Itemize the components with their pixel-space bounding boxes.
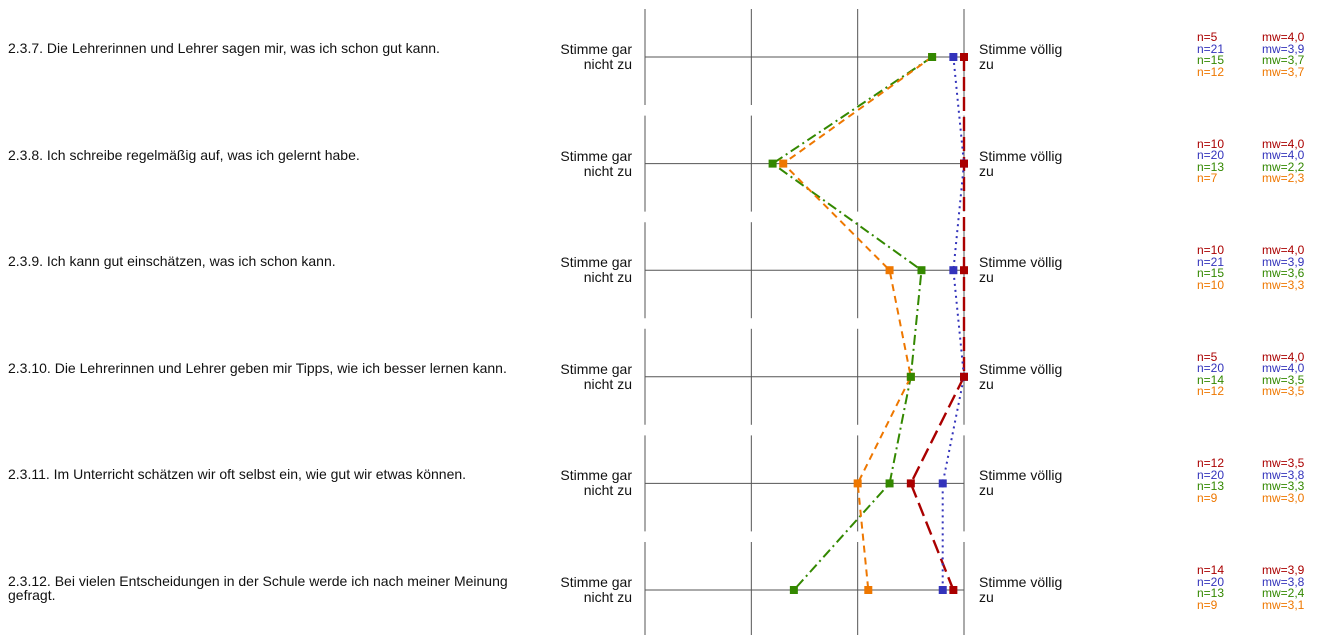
question-label: 2.3.12. Bei vielen Entscheidungen in der… [8, 573, 508, 603]
stat-count: n=10 [1197, 136, 1225, 151]
stat-count: n=15 [1197, 266, 1225, 281]
stat-mean: mw=2,4 [1262, 586, 1305, 600]
stat-count: n=5 [1197, 30, 1218, 44]
series-3-point-2 [885, 266, 894, 275]
series-1-point-2 [949, 266, 958, 275]
series-2-point-0 [928, 53, 937, 61]
stat-mean: mw=3,3 [1262, 277, 1305, 292]
stat-count: n=13 [1197, 159, 1225, 174]
series-2-point-1 [768, 159, 777, 168]
scale-label-right: Stimme völlig zu [979, 41, 1063, 72]
series-0-point-2 [960, 266, 968, 275]
series-1-point-0 [949, 53, 958, 61]
stat-count: n=10 [1197, 243, 1225, 258]
series-0-point-3 [960, 372, 968, 381]
stat-mean: mw=3,3 [1262, 479, 1305, 494]
series-2-point-3 [906, 372, 915, 381]
scale-label-right: Stimme völlig zu [979, 254, 1063, 286]
stat-mean: mw=3,9 [1262, 254, 1305, 269]
stat-count: n=12 [1197, 456, 1225, 471]
stat-mean: mw=3,0 [1262, 490, 1305, 505]
stat-count: n=12 [1197, 64, 1225, 79]
stat-mean: mw=4,0 [1262, 136, 1305, 151]
stat-count: n=21 [1197, 41, 1225, 56]
stat-mean: mw=3,9 [1262, 563, 1305, 577]
series-0-point-1 [960, 159, 968, 168]
stat-count: n=20 [1197, 574, 1225, 589]
stat-mean: mw=3,5 [1262, 372, 1305, 387]
scale-label-right: Stimme völlig zu [979, 467, 1063, 499]
series-3-point-5 [864, 586, 873, 594]
stat-count: n=14 [1197, 372, 1225, 387]
series-3-point-4 [853, 479, 862, 488]
series-1-point-5 [938, 586, 947, 594]
question-label: 2.3.7. Die Lehrerinnen und Lehrer sagen … [8, 40, 440, 56]
scale-label-left: Stimme gar nicht zu [560, 467, 632, 499]
stat-count: n=7 [1197, 171, 1218, 186]
stat-mean: mw=3,8 [1262, 467, 1305, 482]
stat-mean: mw=3,1 [1262, 597, 1305, 612]
series-0-point-4 [906, 479, 915, 488]
series-2-point-5 [789, 586, 798, 594]
series-0-point-0 [960, 53, 968, 61]
stat-mean: mw=4,0 [1262, 349, 1305, 364]
question-label: 2.3.10. Die Lehrerinnen und Lehrer geben… [8, 359, 507, 376]
stat-mean: mw=2,2 [1262, 159, 1305, 174]
stat-mean: mw=4,0 [1262, 361, 1305, 376]
stat-mean: mw=4,0 [1262, 243, 1305, 258]
stat-count: n=20 [1197, 148, 1225, 163]
stat-mean: mw=3,6 [1262, 266, 1305, 281]
series-2-point-4 [885, 479, 894, 488]
stat-mean: mw=3,7 [1262, 64, 1305, 79]
stat-count: n=9 [1197, 597, 1218, 612]
scale-label-left: Stimme gar nicht zu [560, 254, 632, 286]
stat-mean: mw=4,0 [1262, 148, 1305, 163]
series-line-3 [781, 56, 933, 591]
series-2-point-2 [917, 266, 926, 275]
stat-count: n=21 [1197, 254, 1225, 269]
scale-label-left: Stimme gar nicht zu [560, 574, 632, 605]
scale-label-left: Stimme gar nicht zu [560, 147, 632, 179]
question-label: 2.3.8. Ich schreibe regelmäßig auf, was … [8, 146, 360, 163]
stat-count: n=5 [1197, 349, 1218, 364]
scale-label-right: Stimme völlig zu [979, 147, 1063, 179]
series-line-1 [941, 56, 966, 590]
stat-mean: mw=3,7 [1262, 53, 1305, 67]
stat-count: n=13 [1197, 586, 1225, 600]
series-3-point-1 [779, 159, 788, 168]
series-0-point-5 [949, 586, 958, 594]
stat-count: n=20 [1197, 467, 1225, 482]
series-line-0 [909, 57, 966, 591]
stat-count: n=14 [1197, 563, 1225, 577]
scale-label-right: Stimme völlig zu [979, 574, 1063, 605]
stat-count: n=20 [1197, 361, 1225, 376]
scale-label-right: Stimme völlig zu [979, 360, 1063, 392]
question-label: 2.3.11. Im Unterricht schätzen wir oft s… [8, 466, 467, 483]
stat-mean: mw=3,9 [1262, 41, 1305, 56]
stat-mean: mw=4,0 [1262, 30, 1305, 44]
stat-mean: mw=3,8 [1262, 574, 1305, 589]
scale-label-left: Stimme gar nicht zu [560, 41, 632, 72]
scale-label-left: Stimme gar nicht zu [560, 360, 632, 392]
question-label: 2.3.9. Ich kann gut einschätzen, was ich… [8, 253, 336, 270]
stat-count: n=9 [1197, 490, 1218, 505]
stat-count: n=15 [1197, 53, 1225, 67]
stat-count: n=13 [1197, 479, 1225, 494]
stat-count: n=10 [1197, 277, 1225, 292]
stat-mean: mw=3,5 [1262, 456, 1305, 471]
stat-count: n=12 [1197, 384, 1225, 399]
stat-mean: mw=2,3 [1262, 171, 1305, 186]
series-line-2 [770, 56, 933, 591]
series-1-point-4 [938, 479, 947, 488]
stat-mean: mw=3,5 [1262, 384, 1305, 399]
